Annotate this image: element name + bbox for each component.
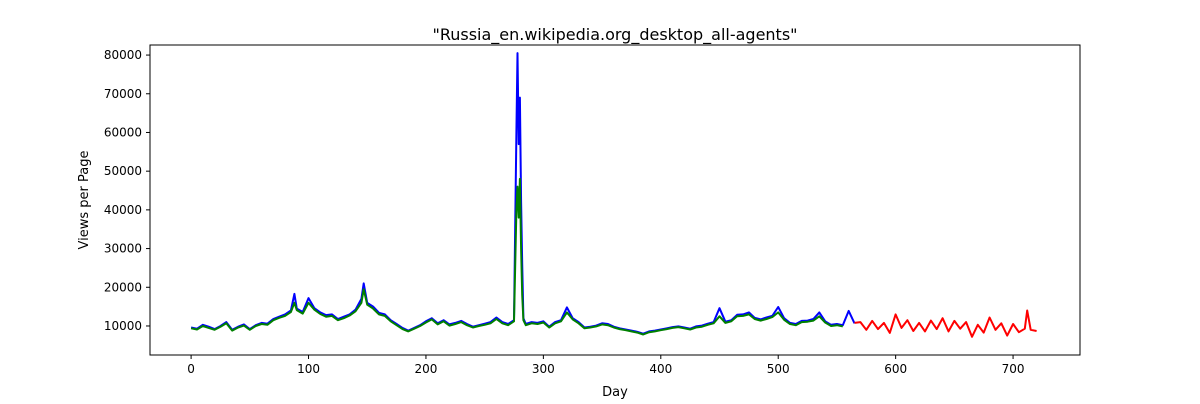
series-line-0 [190,52,856,335]
x-tick-label: 600 [884,362,907,376]
y-tick-label: 20000 [104,280,142,294]
axes-frame [149,44,1081,356]
y-tick-label: 60000 [104,125,142,139]
y-tick-label: 10000 [104,319,142,333]
x-tick-label: 300 [532,362,555,376]
y-tick-label: 70000 [104,87,142,101]
y-axis-label: Views per Page [77,151,92,250]
y-axis: 10000 20000 30000 40000 50000 60000 70000 80000 [104,48,150,333]
x-tick-label: 200 [414,362,437,376]
x-tick-label: 100 [297,362,320,376]
y-tick-label: 40000 [104,203,142,217]
x-tick-label: 700 [1002,362,1025,376]
y-tick-label: 30000 [104,242,142,256]
x-axis: 0 100 200 300 400 500 600 700 [187,355,1025,376]
plot-area [190,52,1037,338]
y-tick-label: 50000 [104,164,142,178]
y-tick-label: 80000 [104,48,142,62]
x-tick-label: 0 [187,362,195,376]
x-tick-label: 500 [767,362,790,376]
series-line-2 [854,309,1037,338]
chart-title: "Russia_en.wikipedia.org_desktop_all-age… [432,25,797,45]
x-axis-label: Day [602,385,628,400]
x-tick-label: 400 [649,362,672,376]
series-line-1 [190,177,843,336]
